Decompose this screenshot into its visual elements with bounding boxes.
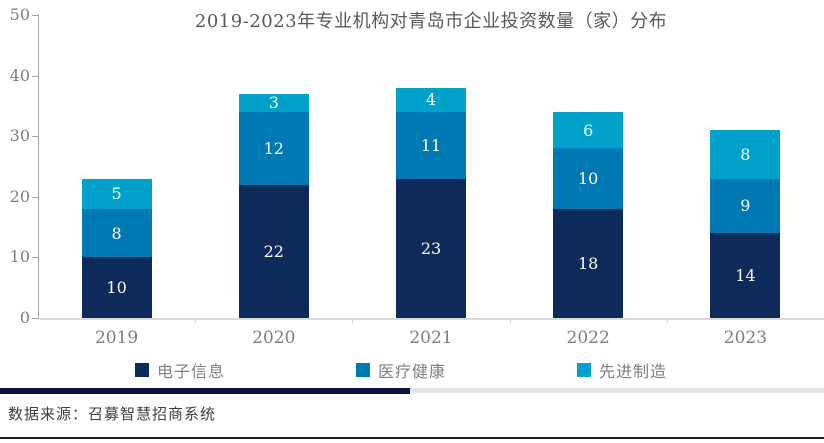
bar-segment-2021: 4	[396, 87, 466, 112]
legend-label-medical-health: 医疗健康	[377, 362, 446, 381]
x-boundary-tick	[509, 320, 511, 324]
y-tick-mark	[32, 15, 38, 16]
legend-swatch-advanced-manufacturing	[576, 363, 591, 377]
legend-swatch-medical-health	[355, 363, 370, 377]
bar-value-label: 5	[111, 184, 122, 204]
x-category-label: 2020	[252, 328, 296, 348]
y-tick-mark	[32, 136, 38, 138]
x-category-label: 2023	[723, 328, 768, 348]
bar-segment-2022: 18	[553, 208, 624, 318]
bar-segment-2022: 6	[553, 111, 624, 149]
bar-segment-2019: 5	[81, 178, 152, 209]
bar-segment-2023: 9	[710, 178, 781, 234]
y-tick-label: 50	[9, 5, 30, 24]
bar-segment-2020: 12	[238, 111, 309, 185]
y-tick-mark	[32, 257, 38, 259]
y-tick-label: 30	[9, 126, 30, 146]
bar-2019: 10 8 5	[81, 178, 152, 318]
y-tick-label: 10	[9, 247, 30, 267]
bar-segment-2021: 11	[396, 111, 466, 179]
bar-2023: 14 9 8	[710, 130, 781, 318]
divider-bar-gray	[410, 388, 824, 393]
bar-value-label: 8	[111, 223, 122, 243]
bar-segment-2023: 14	[710, 233, 781, 318]
y-axis-line	[38, 14, 39, 320]
data-source-text: 数据来源：召募智慧招商系统	[8, 405, 217, 423]
bar-value-label: 4	[425, 90, 437, 110]
x-boundary-tick	[195, 320, 197, 324]
divider-bar-navy	[0, 388, 410, 394]
bar-segment-2023: 8	[710, 130, 781, 179]
bar-segment-2019: 10	[81, 257, 152, 318]
x-category-label: 2022	[566, 328, 610, 348]
y-tick-label: 0	[19, 308, 30, 327]
bar-value-label: 3	[268, 93, 279, 113]
y-tick-label: 20	[9, 186, 30, 206]
chart-title: 2019-2023年专业机构对青岛市企业投资数量（家）分布	[194, 11, 668, 32]
y-tick-label: 40	[9, 65, 30, 85]
y-tick-mark	[32, 75, 38, 77]
bar-value-label: 8	[740, 144, 751, 164]
bar-segment-2022: 10	[553, 148, 624, 209]
legend-item-medical-health: 医疗健康	[355, 358, 446, 382]
bar-value-label: 10	[106, 278, 127, 298]
legend-label-advanced-manufacturing: 先进制造	[598, 362, 667, 381]
bar-2020: 22 12 3	[238, 93, 309, 318]
legend-swatch-electronic-info	[135, 363, 149, 377]
x-category-label: 2021	[409, 328, 453, 348]
x-boundary-tick	[666, 320, 668, 324]
bar-segment-2021: 23	[396, 178, 466, 318]
bar-value-label: 9	[740, 196, 751, 216]
x-axis-line	[38, 318, 824, 320]
bar-2021: 23 11 4	[396, 87, 466, 318]
legend-label-electronic-info: 电子信息	[157, 362, 226, 381]
bar-value-label: 11	[420, 135, 442, 155]
bar-value-label: 12	[263, 138, 284, 158]
y-tick-mark	[32, 318, 38, 319]
bar-segment-2020: 3	[238, 93, 309, 113]
legend-item-advanced-manufacturing: 先进制造	[576, 358, 667, 382]
bar-value-label: 18	[578, 253, 599, 273]
y-tick-mark	[32, 196, 38, 198]
x-category-label: 2019	[94, 328, 139, 348]
x-boundary-tick	[352, 320, 354, 324]
legend: 电子信息 医疗健康 先进制造	[135, 358, 667, 382]
bar-segment-2019: 8	[81, 208, 152, 258]
bar-segment-2020: 22	[238, 184, 309, 318]
bottom-border-line	[0, 437, 824, 439]
bar-2022: 18 10 6	[553, 111, 624, 318]
bar-value-label: 23	[420, 238, 442, 258]
bar-value-label: 6	[583, 120, 594, 140]
legend-item-electronic-info: 电子信息	[135, 358, 225, 382]
bar-value-label: 14	[735, 266, 756, 286]
bar-value-label: 10	[578, 169, 599, 189]
bar-value-label: 22	[263, 241, 284, 261]
